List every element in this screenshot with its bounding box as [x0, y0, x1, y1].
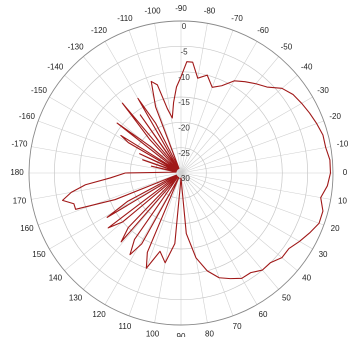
- angle-tick-label: -40: [301, 63, 313, 72]
- grid-circle: [79, 71, 283, 275]
- angle-tick-label: 120: [92, 310, 106, 319]
- angle-tick-label: 110: [119, 322, 132, 331]
- angle-tick-label: 60: [259, 310, 268, 319]
- radial-tick-label: 0: [182, 22, 187, 31]
- angle-tick-label: 160: [20, 224, 34, 233]
- angle-tick-label: 30: [319, 250, 328, 259]
- radial-tick-label: -20: [178, 123, 190, 132]
- angle-tick-label: 50: [282, 294, 291, 303]
- series-line: [61, 61, 332, 280]
- angle-tick-label: 140: [49, 274, 63, 283]
- radial-tick-label: -25: [178, 149, 190, 158]
- radial-tick-labels: 0 -5 -10 -15 -20 -25 -30: [178, 22, 190, 183]
- angle-tick-label: 80: [205, 330, 214, 337]
- angle-tick-label: 20: [331, 224, 340, 233]
- radial-tick-label: -15: [178, 98, 190, 107]
- angle-tick-label: 170: [13, 197, 27, 206]
- angle-tick-label: -170: [11, 140, 28, 149]
- radial-tick-label: -5: [180, 47, 188, 56]
- radial-tick-label: -10: [178, 73, 190, 82]
- angle-tick-label: -50: [281, 42, 293, 51]
- angle-tick-label: -30: [317, 86, 329, 95]
- angle-tick-label: 90: [177, 332, 186, 337]
- angle-tick-label: -20: [329, 112, 341, 121]
- angle-tick-labels: -90 -80-70-60-50-40-30-20-100102030405060…: [10, 4, 349, 337]
- angle-tick-label: 150: [32, 250, 46, 259]
- angle-tick-label: -140: [47, 63, 64, 72]
- polar-grid: [28, 20, 334, 326]
- angle-tick-label: -10: [337, 140, 349, 149]
- angle-tick-label: -160: [19, 112, 36, 121]
- angle-tick-label: -110: [117, 14, 133, 23]
- angle-tick-label: 0: [343, 168, 348, 177]
- angle-tick-label: 40: [302, 274, 311, 283]
- angle-tick-label: 70: [233, 322, 242, 331]
- radial-tick-label: -30: [178, 174, 190, 183]
- angle-tick-label: -90: [175, 4, 187, 13]
- series-layer: [61, 61, 332, 280]
- angle-tick-label: -100: [145, 7, 162, 16]
- angle-tick-label: -70: [231, 14, 243, 23]
- angle-tick-label: 180: [10, 168, 24, 177]
- angle-tick-label: -120: [91, 26, 108, 35]
- grid-circle: [28, 20, 334, 326]
- angle-tick-label: 130: [69, 294, 83, 303]
- angle-tick-label: -130: [68, 42, 85, 51]
- grid-circle: [104, 96, 258, 250]
- angle-tick-label: -60: [257, 26, 269, 35]
- grid-circle: [53, 45, 309, 301]
- angle-tick-label: -80: [204, 7, 216, 16]
- angle-tick-label: 10: [338, 197, 347, 206]
- angle-tick-label: 100: [146, 330, 160, 337]
- angle-tick-label: -150: [31, 86, 48, 95]
